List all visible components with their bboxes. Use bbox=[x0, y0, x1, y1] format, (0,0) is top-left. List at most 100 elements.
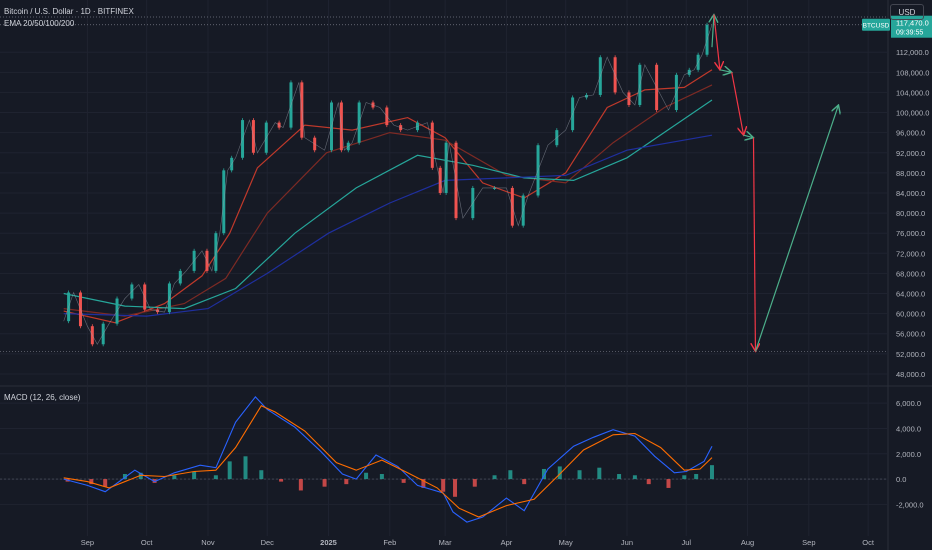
time-tick-label: Feb bbox=[383, 538, 396, 547]
macd-histogram-bar bbox=[172, 475, 177, 480]
price-tick-label: 80,000.0 bbox=[896, 209, 925, 218]
macd-histogram-bar bbox=[617, 474, 622, 480]
macd-histogram-bar bbox=[694, 474, 699, 480]
macd-histogram-bar bbox=[298, 479, 303, 491]
price-tick-label: 84,000.0 bbox=[896, 189, 925, 198]
currency-button[interactable]: USD bbox=[890, 4, 924, 20]
price-tick-label: 48,000.0 bbox=[896, 370, 925, 379]
macd-tick-label: 0.0 bbox=[896, 475, 906, 484]
macd-histogram-bar bbox=[632, 475, 637, 480]
close-line bbox=[63, 24, 713, 345]
macd-histogram-bar bbox=[597, 467, 602, 480]
macd-histogram-bar bbox=[709, 465, 714, 480]
macd-histogram-bar bbox=[557, 466, 562, 480]
macd-histogram-bar bbox=[421, 479, 426, 488]
candle-body bbox=[493, 187, 497, 189]
macd-tick-label: 4,000.0 bbox=[896, 424, 921, 433]
price-tick-label: 108,000.0 bbox=[896, 68, 929, 77]
macd-histogram-bar bbox=[89, 479, 94, 485]
price-tick-label: 112,000.0 bbox=[896, 48, 929, 57]
price-tick-label: 100,000.0 bbox=[896, 109, 929, 118]
time-tick-label: Mar bbox=[439, 538, 452, 547]
macd-histogram-bar bbox=[492, 475, 497, 480]
macd-histogram-bar bbox=[401, 479, 406, 483]
time-tick-label: 2025 bbox=[320, 538, 337, 547]
macd-histogram-bar bbox=[103, 479, 108, 487]
ema-lines bbox=[63, 69, 713, 324]
macd-histogram-bar bbox=[379, 474, 384, 480]
projection-arrow-3 bbox=[731, 72, 744, 135]
symbol-title[interactable]: Bitcoin / U.S. Dollar · 1D · BITFINEX bbox=[4, 7, 134, 16]
macd-histogram-bar bbox=[344, 479, 349, 485]
symbol-tag-label: BTCUSD bbox=[863, 23, 890, 30]
macd-tick-label: -2,000.0 bbox=[896, 500, 924, 509]
macd-histogram-bar bbox=[453, 479, 458, 497]
macd-histogram-bar bbox=[508, 470, 513, 480]
time-tick-label: Nov bbox=[201, 538, 215, 547]
macd-histogram-bar bbox=[682, 475, 687, 480]
macd-tick-label: 6,000.0 bbox=[896, 399, 921, 408]
time-tick-label: Oct bbox=[862, 538, 875, 547]
price-series bbox=[63, 22, 713, 347]
ema-line-ema50 bbox=[63, 84, 713, 317]
price-tick-label: 72,000.0 bbox=[896, 249, 925, 258]
macd-line-signal bbox=[63, 404, 713, 518]
price-tick-label: 104,000.0 bbox=[896, 88, 929, 97]
macd-tick-label: 2,000.0 bbox=[896, 450, 921, 459]
macd-histogram-bar bbox=[441, 479, 446, 492]
horizontal-levels bbox=[0, 16, 888, 352]
projection-arrow-5 bbox=[753, 137, 755, 352]
ema-legend[interactable]: EMA 20/50/100/200 bbox=[4, 19, 75, 28]
time-tick-label: Aug bbox=[741, 538, 754, 547]
projection-arrow-6 bbox=[754, 105, 838, 352]
time-tick-label: Sep bbox=[802, 538, 815, 547]
macd-legend[interactable]: MACD (12, 26, close) bbox=[4, 393, 81, 402]
macd-histogram-bar bbox=[666, 479, 671, 488]
price-tag-value: 117,470.0 bbox=[896, 19, 929, 28]
ema-line-ema200 bbox=[63, 134, 713, 317]
time-tick-label: Jul bbox=[681, 538, 691, 547]
macd-histogram-bar bbox=[322, 479, 327, 487]
macd-histogram-bar bbox=[259, 470, 264, 480]
macd-histogram-bar bbox=[227, 461, 232, 480]
price-tick-label: 96,000.0 bbox=[896, 129, 925, 138]
time-tick-label: May bbox=[559, 538, 573, 547]
price-tick-label: 76,000.0 bbox=[896, 229, 925, 238]
macd-histogram-bar bbox=[364, 472, 369, 480]
projection-arrow-2 bbox=[719, 70, 732, 73]
price-tick-label: 68,000.0 bbox=[896, 269, 925, 278]
price-tick-label: 56,000.0 bbox=[896, 330, 925, 339]
macd-histogram-bar bbox=[213, 475, 218, 480]
price-tick-label: 92,000.0 bbox=[896, 149, 925, 158]
macd-line-macd bbox=[63, 396, 713, 523]
projection-arrow-1 bbox=[713, 14, 720, 70]
ema-line-ema100 bbox=[63, 99, 713, 310]
projection-arrows[interactable] bbox=[712, 15, 838, 352]
macd-histogram-bar bbox=[541, 468, 546, 480]
macd-panel bbox=[0, 396, 888, 523]
time-tick-label: Jun bbox=[621, 538, 633, 547]
macd-histogram-bar bbox=[243, 456, 248, 480]
macd-histogram-bar bbox=[577, 470, 582, 480]
time-tick-label: Dec bbox=[261, 538, 275, 547]
time-tick-label: Sep bbox=[81, 538, 94, 547]
macd-histogram-bar bbox=[122, 474, 127, 480]
price-tick-label: 52,000.0 bbox=[896, 350, 925, 359]
macd-histogram-bar bbox=[192, 471, 197, 480]
time-tick-label: Oct bbox=[141, 538, 154, 547]
macd-histogram-bar bbox=[279, 479, 284, 482]
macd-histogram-bar bbox=[646, 479, 651, 485]
macd-histogram-bar bbox=[472, 479, 477, 487]
price-tick-label: 60,000.0 bbox=[896, 310, 925, 319]
projection-arrow-0 bbox=[712, 15, 714, 48]
macd-histogram-bar bbox=[522, 479, 527, 485]
macd-histogram-bar bbox=[138, 472, 143, 480]
ema-line-ema20 bbox=[63, 69, 713, 324]
symbol-tag-bg bbox=[862, 18, 890, 31]
axes: 112,000.0 108,000.0 104,000.0 100,000.0 96,0… bbox=[81, 15, 932, 547]
price-tag-bg bbox=[891, 15, 932, 38]
time-tick-label: Apr bbox=[501, 538, 513, 547]
projection-arrow-4 bbox=[743, 135, 754, 138]
